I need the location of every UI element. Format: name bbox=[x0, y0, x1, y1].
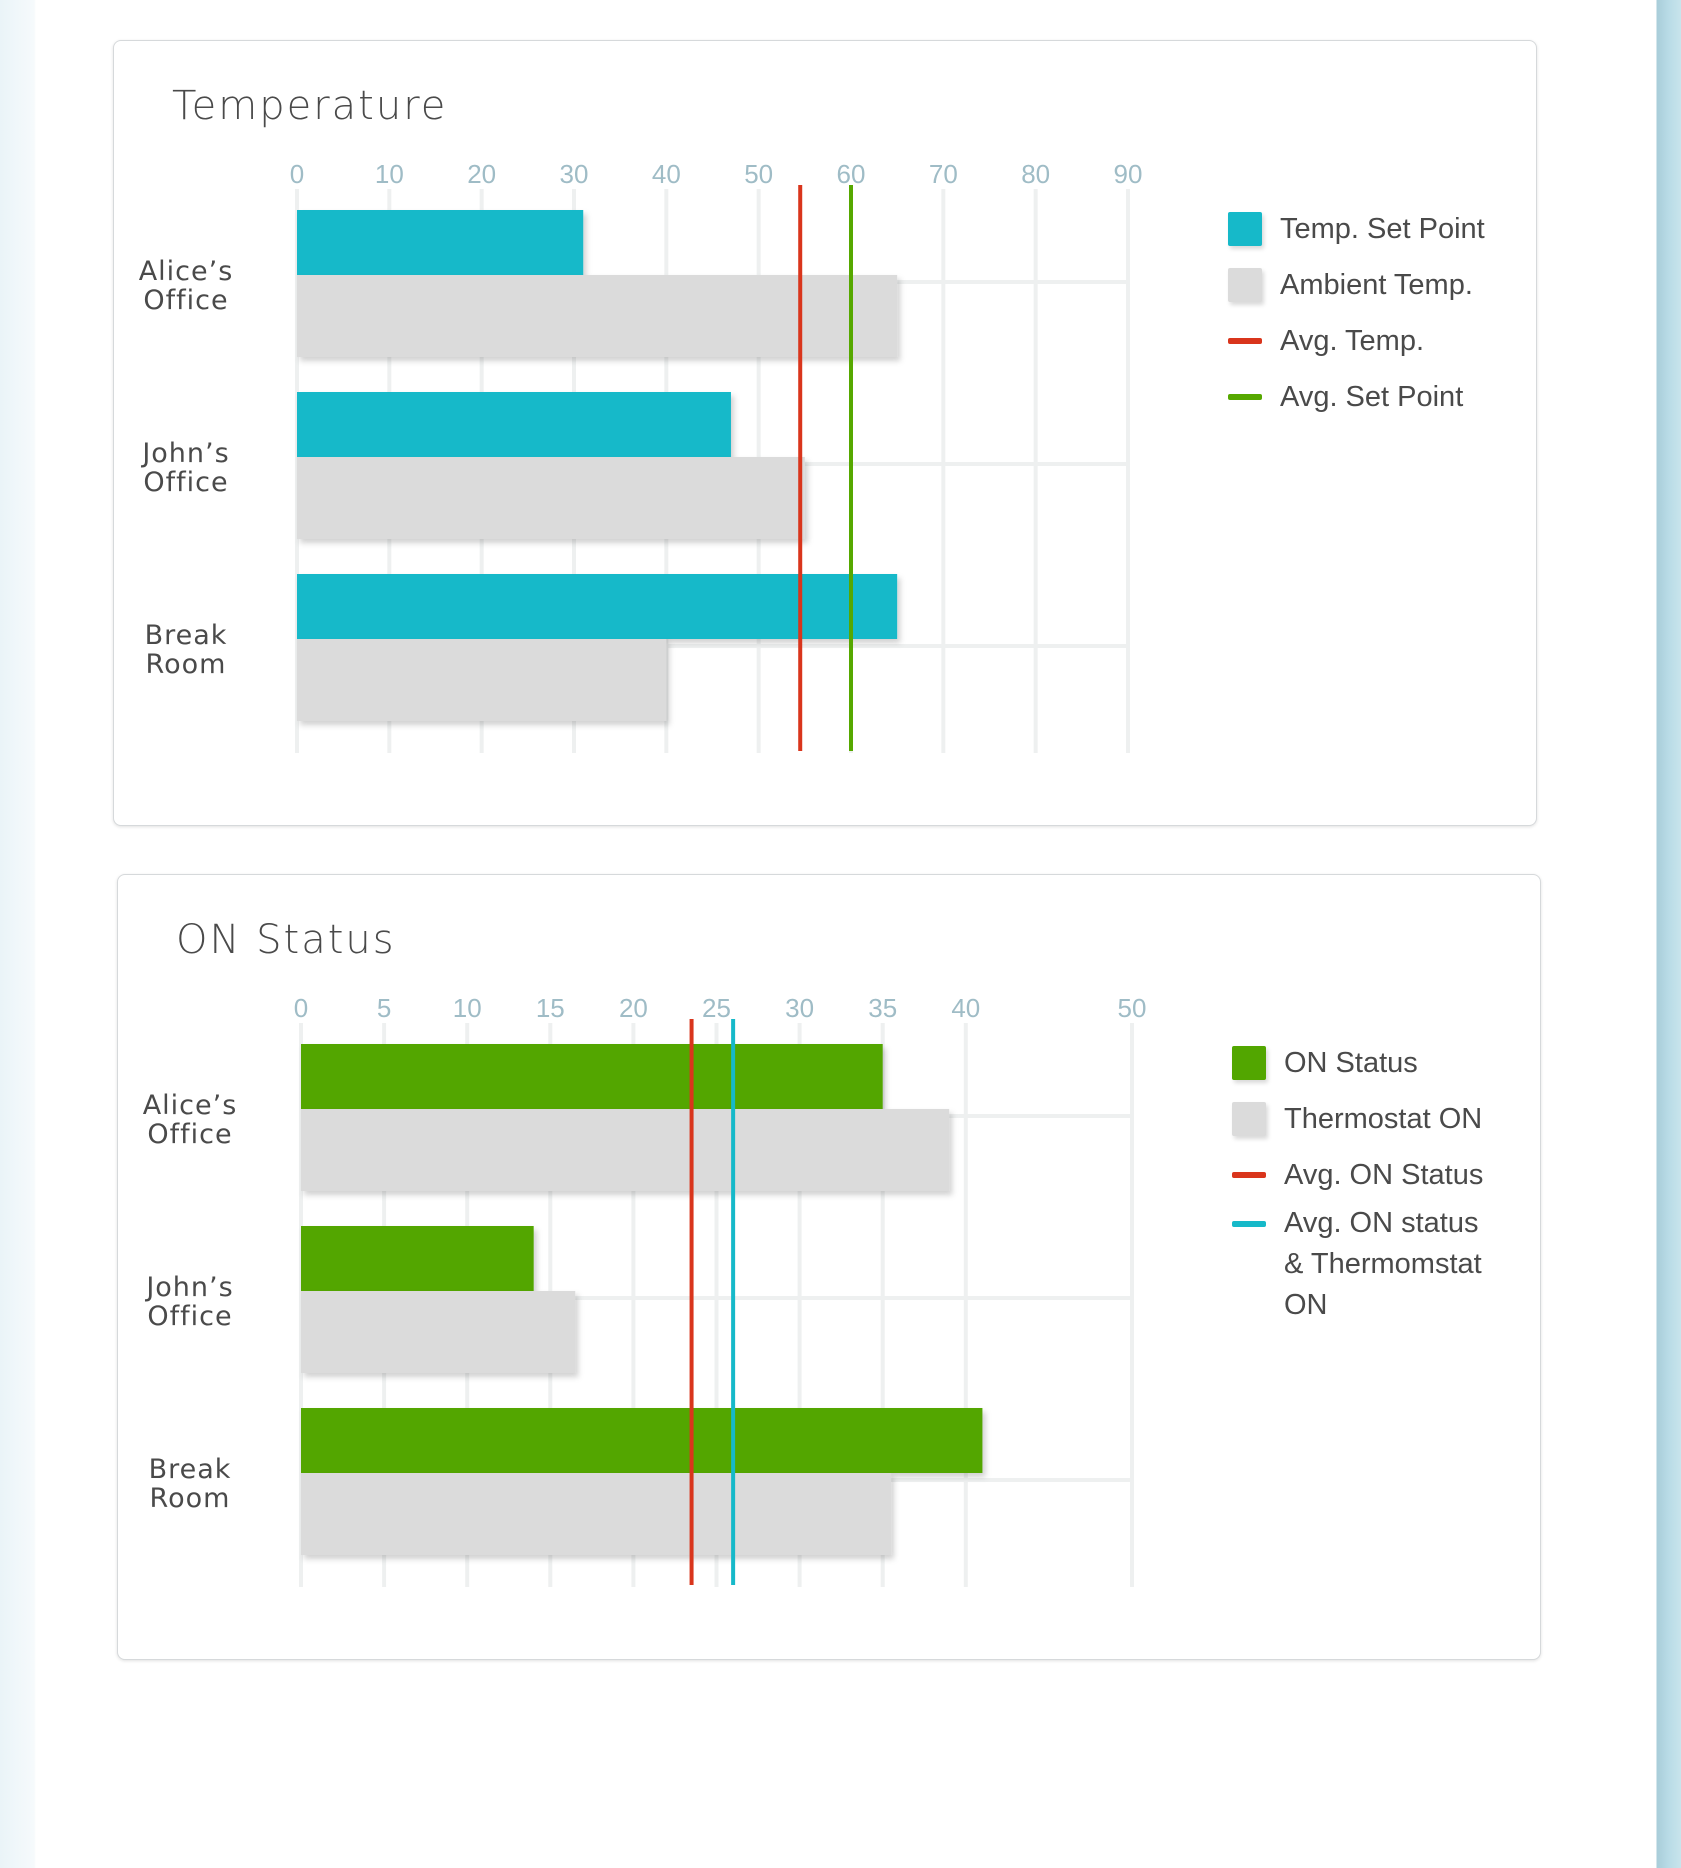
legend-item: Avg. Set Point bbox=[1228, 369, 1485, 425]
bar-ambient-temp- bbox=[297, 639, 667, 721]
legend-label: Thermostat ON bbox=[1284, 1103, 1483, 1135]
bar-ambient-temp- bbox=[297, 275, 898, 357]
legend-item: Avg. ON Status bbox=[1232, 1147, 1484, 1203]
legend-label: Avg. ON Status bbox=[1284, 1159, 1484, 1191]
legend-item: ON Status bbox=[1232, 1035, 1484, 1091]
x-tick-label: 40 bbox=[951, 993, 980, 1023]
x-tick-label: 30 bbox=[560, 159, 589, 189]
on-status-chart-card: ON Status 0 5 10 15 20 25 30 35 40 50 Alice’s Offic… bbox=[117, 874, 1541, 1660]
x-tick-label: 10 bbox=[375, 159, 404, 189]
bar-ambient-temp- bbox=[297, 457, 805, 539]
legend-line-marker bbox=[1228, 338, 1262, 344]
x-tick-label: 0 bbox=[290, 159, 304, 189]
category-label: John’s Office bbox=[144, 1272, 233, 1332]
legend-swatch bbox=[1228, 212, 1262, 246]
category-label: Break Room bbox=[149, 1454, 232, 1514]
category-label: Alice’s Office bbox=[139, 256, 234, 316]
legend-swatch bbox=[1228, 268, 1262, 302]
bar-on-status bbox=[301, 1044, 883, 1109]
x-tick-label: 15 bbox=[536, 993, 565, 1023]
x-tick-label: 50 bbox=[744, 159, 773, 189]
x-tick-label: 70 bbox=[929, 159, 958, 189]
legend-item: Avg. ON status & Thermomstat ON bbox=[1232, 1203, 1484, 1326]
legend-label: ON Status bbox=[1284, 1047, 1418, 1079]
bar-thermostat-on bbox=[301, 1109, 950, 1191]
legend-item: Ambient Temp. bbox=[1228, 257, 1485, 313]
legend-label: Temp. Set Point bbox=[1280, 213, 1485, 245]
legend-line-marker bbox=[1232, 1172, 1266, 1178]
chart-title: ON Status bbox=[176, 917, 396, 963]
category-label-line: Office bbox=[143, 467, 228, 498]
bar-thermostat-on bbox=[301, 1291, 576, 1373]
x-tick-label: 10 bbox=[453, 993, 482, 1023]
x-tick-label: 25 bbox=[702, 993, 731, 1023]
x-tick-label: 20 bbox=[619, 993, 648, 1023]
legend-swatch bbox=[1232, 1102, 1266, 1136]
bar-on-status bbox=[301, 1226, 534, 1291]
x-tick-label: 90 bbox=[1114, 159, 1143, 189]
category-label-line: Break bbox=[145, 620, 228, 651]
bar-temp-set-point bbox=[297, 574, 898, 639]
x-tick-label: 0 bbox=[294, 993, 308, 1023]
temperature-chart-card: Temperature 0 10 20 30 40 50 60 70 80 90 Alice’s Of… bbox=[113, 40, 1537, 826]
chart-legend: Temp. Set Point Ambient Temp. Avg. Temp. Av… bbox=[1228, 201, 1485, 425]
category-label-line: Break bbox=[149, 1454, 232, 1485]
x-tick-label: 20 bbox=[467, 159, 496, 189]
legend-line-marker bbox=[1228, 394, 1262, 400]
bar-temp-set-point bbox=[297, 392, 731, 457]
category-label-line: Alice’s bbox=[143, 1090, 238, 1121]
legend-swatch bbox=[1232, 1046, 1266, 1080]
legend-label: Avg. Temp. bbox=[1280, 325, 1425, 357]
category-label: Alice’s Office bbox=[143, 1090, 238, 1150]
category-label-line: Office bbox=[147, 1301, 232, 1332]
legend-item: Thermostat ON bbox=[1232, 1091, 1484, 1147]
chart-title: Temperature bbox=[172, 83, 448, 129]
category-label-line: Office bbox=[147, 1119, 232, 1150]
x-tick-label: 30 bbox=[785, 993, 814, 1023]
category-label-line: Room bbox=[146, 649, 227, 680]
legend-line-marker bbox=[1232, 1221, 1266, 1227]
bar-temp-set-point bbox=[297, 210, 584, 275]
x-tick-label: 60 bbox=[837, 159, 866, 189]
category-label: Break Room bbox=[145, 620, 228, 680]
bar-thermostat-on bbox=[301, 1473, 892, 1555]
legend-item: Avg. Temp. bbox=[1228, 313, 1485, 369]
x-tick-label: 80 bbox=[1021, 159, 1050, 189]
legend-label: Avg. Set Point bbox=[1280, 381, 1464, 413]
category-label-line: John’s bbox=[144, 1272, 233, 1303]
legend-label: Ambient Temp. bbox=[1280, 269, 1473, 301]
x-tick-label: 50 bbox=[1118, 993, 1147, 1023]
category-label-line: Room bbox=[150, 1483, 231, 1514]
x-tick-label: 5 bbox=[377, 993, 391, 1023]
category-label: John’s Office bbox=[140, 438, 229, 498]
category-label-line: Alice’s bbox=[139, 256, 234, 287]
category-label-line: Office bbox=[143, 285, 228, 316]
chart-legend: ON Status Thermostat ON Avg. ON Status Avg.… bbox=[1232, 1035, 1484, 1326]
bar-on-status bbox=[301, 1408, 983, 1473]
legend-item: Temp. Set Point bbox=[1228, 201, 1485, 257]
x-tick-label: 35 bbox=[868, 993, 897, 1023]
category-label-line: John’s bbox=[140, 438, 229, 469]
legend-label: Avg. ON status & Thermomstat ON bbox=[1284, 1207, 1482, 1321]
x-tick-label: 40 bbox=[652, 159, 681, 189]
